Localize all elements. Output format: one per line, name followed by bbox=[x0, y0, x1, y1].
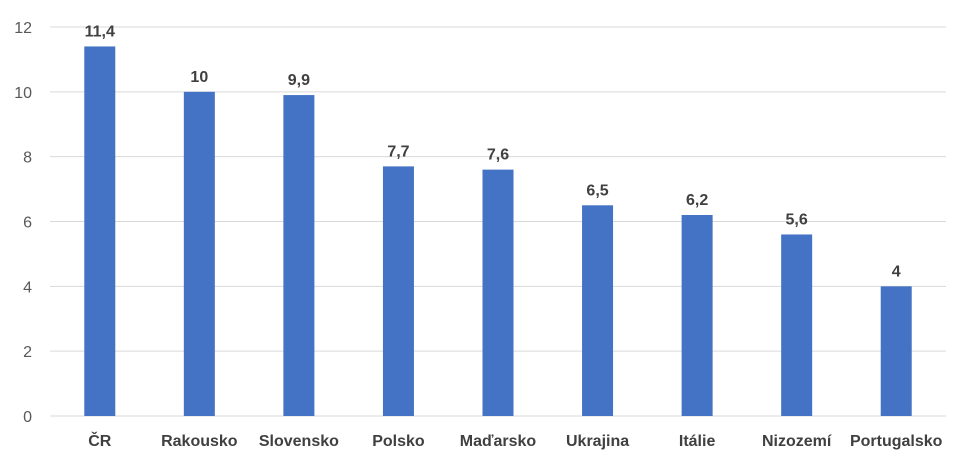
bar bbox=[681, 215, 713, 416]
bar bbox=[84, 46, 116, 416]
category-label: Maďarsko bbox=[460, 433, 537, 450]
bar bbox=[880, 286, 912, 416]
y-tick-label: 8 bbox=[23, 150, 32, 167]
y-tick-label: 4 bbox=[23, 279, 32, 296]
data-labels: 11,4 10 9,9 7,7 7,6 6,5 6,2 5,6 4 bbox=[85, 23, 901, 280]
category-label: Nizozemí bbox=[762, 433, 832, 450]
data-label: 6,2 bbox=[686, 192, 708, 209]
data-label: 7,7 bbox=[387, 143, 409, 160]
y-tick-label: 0 bbox=[23, 409, 32, 426]
y-tick-label: 2 bbox=[23, 344, 32, 361]
y-tick-label: 12 bbox=[14, 20, 32, 37]
data-label: 7,6 bbox=[487, 147, 509, 164]
data-label: 10 bbox=[190, 69, 208, 86]
data-label: 11,4 bbox=[85, 23, 115, 40]
bar bbox=[781, 234, 813, 416]
data-label: 6,5 bbox=[586, 182, 608, 199]
data-label: 9,9 bbox=[288, 72, 310, 89]
category-label: Polsko bbox=[372, 433, 425, 450]
x-axis-categories: ČR Rakousko Slovensko Polsko Maďarsko Ukrajin… bbox=[88, 431, 942, 450]
y-axis-ticks: 0 2 4 6 8 10 12 bbox=[14, 20, 32, 426]
data-label: 4 bbox=[892, 263, 901, 280]
bar bbox=[582, 205, 614, 416]
category-label: Itálie bbox=[679, 433, 716, 450]
data-label: 5,6 bbox=[786, 211, 808, 228]
bars bbox=[84, 46, 912, 416]
bar bbox=[482, 169, 514, 416]
bar bbox=[283, 95, 315, 416]
y-tick-label: 10 bbox=[14, 85, 32, 102]
bar bbox=[183, 91, 215, 416]
category-label: Rakousko bbox=[161, 433, 238, 450]
y-tick-label: 6 bbox=[23, 215, 32, 232]
category-label: Slovensko bbox=[259, 433, 339, 450]
category-label: ČR bbox=[88, 431, 112, 450]
bar bbox=[382, 166, 414, 416]
category-label: Ukrajina bbox=[566, 433, 629, 450]
category-label: Portugalsko bbox=[850, 433, 943, 450]
